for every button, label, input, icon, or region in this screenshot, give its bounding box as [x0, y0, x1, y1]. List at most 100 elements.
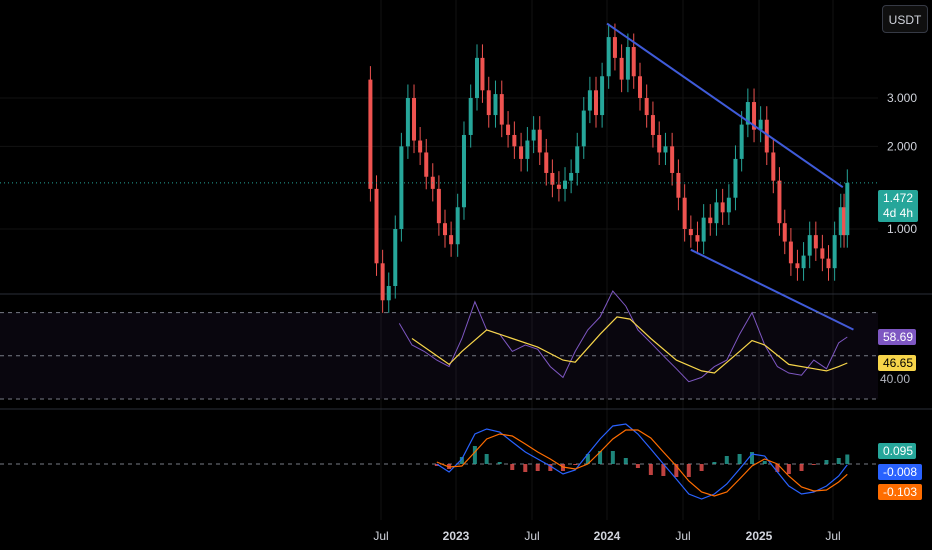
candle: [405, 98, 410, 147]
last-price-tag: 1.472 4d 4h: [878, 190, 918, 222]
candle: [801, 255, 806, 269]
candle: [644, 98, 649, 116]
candle: [845, 182, 850, 236]
currency-button[interactable]: USDT: [882, 5, 928, 33]
macd-histogram-bar: [510, 464, 515, 470]
candle: [745, 102, 750, 125]
candle: [455, 207, 460, 245]
macd-histogram-bar: [497, 462, 502, 464]
macd-histogram-bar: [799, 464, 804, 471]
candle: [525, 140, 530, 159]
macd-histogram-bar: [836, 458, 841, 464]
candle: [368, 79, 373, 189]
candle: [544, 152, 549, 173]
macd-histogram-bar: [811, 464, 816, 465]
candle: [474, 57, 479, 98]
candle: [832, 235, 837, 269]
time-axis-tick: Jul: [825, 529, 840, 543]
trendline-upper: [606, 22, 844, 189]
candle: [612, 37, 617, 58]
candle: [695, 235, 700, 242]
candle: [531, 129, 536, 141]
macd-histogram-bar: [548, 464, 553, 471]
candle: [519, 146, 524, 159]
macd-histogram-bar: [712, 462, 717, 464]
candle: [493, 94, 498, 116]
macd-histogram-bar: [585, 454, 590, 464]
candle: [682, 197, 687, 229]
candle: [838, 207, 843, 236]
candle-countdown: 4d 4h: [883, 206, 914, 220]
rsi-pane: [0, 290, 878, 400]
price-axis-tick: 3.000: [887, 91, 917, 105]
candle: [424, 152, 429, 177]
candle: [788, 241, 793, 264]
candle: [399, 146, 404, 229]
macd-histogram-bar: [749, 452, 754, 464]
rsi-value-tag: 58.69: [878, 329, 916, 345]
macd-signal-tag: -0.103: [878, 484, 922, 500]
macd-histogram-bar: [434, 464, 439, 466]
macd-pane: [0, 423, 878, 500]
macd-histogram-bar: [472, 446, 477, 464]
macd-histogram-bar: [686, 464, 691, 477]
candle: [795, 263, 800, 269]
time-axis: Jul 2023 Jul 2024 Jul 2025 Jul: [373, 529, 840, 543]
rsi-ma-line: [411, 316, 848, 374]
candle: [771, 152, 776, 181]
macd-histogram-bar: [724, 456, 729, 464]
candle: [412, 98, 417, 141]
candle: [442, 223, 447, 236]
candle: [777, 180, 782, 224]
macd-value-tag: -0.008: [878, 464, 922, 480]
candle: [386, 286, 391, 301]
candle: [468, 98, 473, 135]
rsi-ma-value-tag: 46.65: [878, 355, 916, 371]
macd-histogram-bar: [610, 451, 615, 464]
macd-histogram-bar: [573, 464, 578, 465]
rsi-band-label: 40.00: [880, 372, 911, 386]
candle: [537, 129, 542, 153]
candle: [569, 172, 574, 181]
candle: [650, 115, 655, 135]
macd-histogram-bar: [648, 464, 653, 475]
candle: [708, 217, 713, 224]
time-axis-tick: 2025: [746, 529, 773, 543]
candle: [782, 223, 787, 242]
macd-histogram-bar: [786, 464, 791, 474]
candle: [374, 188, 379, 264]
macd-histogram-bar: [484, 454, 489, 464]
candle: [733, 158, 738, 198]
candle: [593, 90, 598, 116]
candle: [563, 180, 568, 189]
candle: [556, 184, 561, 189]
macd-histogram-bar: [598, 451, 603, 464]
candle: [480, 57, 485, 91]
candle: [637, 76, 642, 98]
candle: [486, 90, 491, 116]
last-price-value: 1.472: [883, 191, 914, 205]
candle: [625, 47, 630, 80]
candle: [418, 140, 423, 153]
candle: [436, 188, 441, 224]
time-axis-tick: Jul: [524, 529, 539, 543]
trendline-lower: [690, 248, 854, 331]
candle: [587, 90, 592, 111]
macd-histogram-bar: [535, 464, 540, 471]
candle: [752, 102, 757, 130]
candle: [550, 172, 555, 185]
candle: [619, 57, 624, 80]
grid-lines: [0, 0, 932, 520]
candle: [676, 172, 681, 198]
macd-histogram-bar: [762, 461, 767, 464]
macd-histogram-bar: [661, 464, 666, 476]
candle: [670, 146, 675, 173]
macd-signal-line: [436, 429, 848, 497]
macd-histogram-bar: [699, 464, 704, 471]
candle: [449, 235, 454, 245]
macd-histogram-tag: 0.095: [878, 443, 916, 459]
candle: [575, 146, 580, 173]
candle: [631, 47, 636, 77]
candle: [701, 217, 706, 242]
